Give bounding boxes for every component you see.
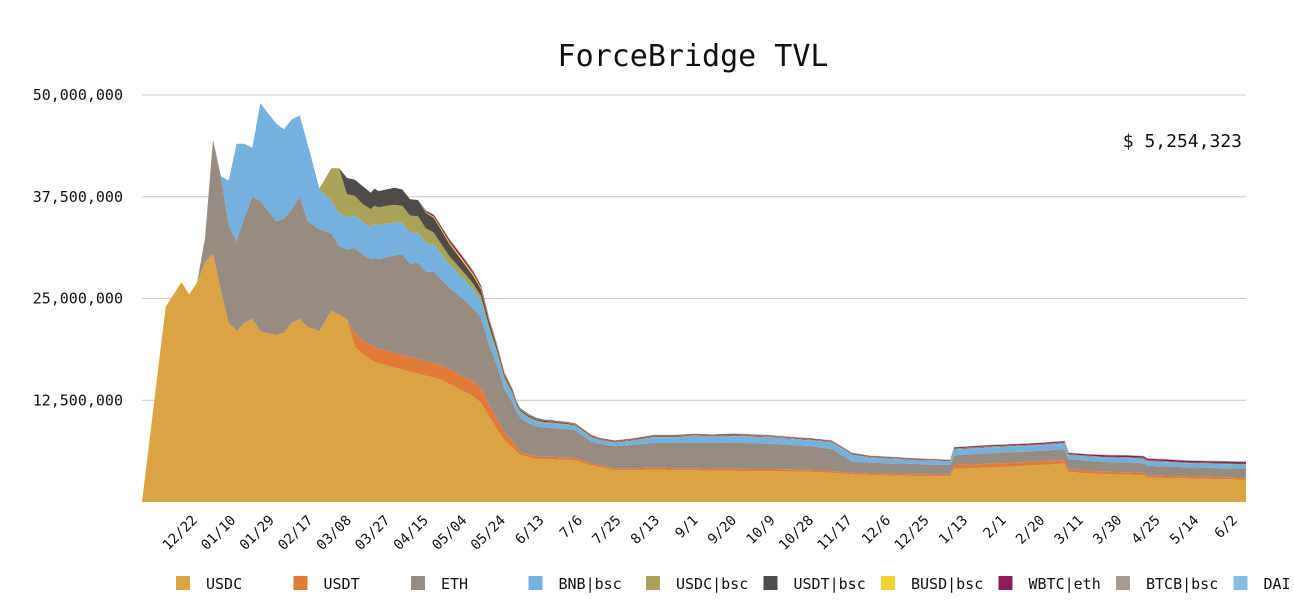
series-area-bnb-bsc	[142, 103, 1246, 502]
x-tick-label: 8/13	[628, 512, 663, 547]
legend-swatch	[411, 576, 425, 590]
y-tick-label: 37,500,000	[33, 188, 123, 206]
x-tick-label: 01/10	[198, 513, 239, 554]
x-tick-label: 9/20	[705, 513, 740, 548]
legend-item: USDC	[176, 575, 242, 593]
legend-label: BNB|bsc	[559, 575, 622, 593]
legend-item: DAI|eth	[1233, 575, 1294, 593]
legend-item: USDT|bsc	[763, 575, 866, 593]
x-tick-label: 10/28	[776, 513, 817, 554]
series-area-usdc	[142, 253, 1246, 502]
legend-swatch	[646, 576, 660, 590]
legend: USDC USDT ETH BNB|bsc USDC|bsc USDT|bsc BUSD|b…	[176, 575, 1294, 593]
legend-label: DAI|eth	[1264, 575, 1294, 593]
x-tick-label: 9/1	[672, 512, 701, 541]
legend-item: USDC|bsc	[646, 575, 748, 593]
x-tick-label: 04/15	[391, 513, 432, 554]
y-tick-label: 12,500,000	[33, 391, 123, 409]
legend-label: ETH	[441, 575, 468, 593]
series-area-eth	[142, 139, 1246, 503]
legend-swatch	[528, 576, 543, 590]
legend-item: BTCB|bsc	[1116, 575, 1218, 593]
y-tick-label: 50,000,000	[33, 86, 123, 104]
x-tick-label: 3/11	[1052, 512, 1087, 547]
x-tick-label: 2/1	[981, 513, 1010, 542]
legend-swatch	[881, 576, 895, 590]
legend-label: USDC	[206, 575, 242, 593]
x-tick-label: 01/29	[237, 512, 278, 553]
legend-item: WBTC|eth	[998, 575, 1101, 593]
x-tick-label: 03/08	[314, 513, 355, 554]
y-axis-labels: 12,500,000 25,000,000 37,500,000 50,000,000	[33, 86, 123, 409]
x-tick-label: 6/2	[1212, 513, 1241, 542]
series-area-usdt-bsc	[142, 103, 1246, 502]
x-tick-label: 5/14	[1167, 513, 1202, 548]
x-tick-label: 12/22	[160, 513, 201, 554]
legend-label: USDT	[324, 575, 360, 593]
legend-label: USDC|bsc	[676, 575, 748, 593]
legend-label: BTCB|bsc	[1146, 575, 1218, 593]
legend-swatch	[763, 576, 778, 590]
legend-item: USDT	[293, 575, 360, 593]
legend-label: BUSD|bsc	[911, 575, 983, 593]
stacked-areas	[142, 103, 1246, 503]
x-tick-label: 05/24	[468, 512, 509, 553]
x-tick-label: 7/25	[589, 513, 624, 548]
x-tick-label: 05/04	[429, 512, 470, 553]
x-tick-label: 03/27	[352, 513, 393, 554]
y-tick-label: 25,000,000	[33, 290, 123, 308]
legend-label: USDT|bsc	[794, 575, 866, 593]
legend-swatch	[1116, 576, 1130, 590]
legend-label: WBTC|eth	[1029, 575, 1101, 593]
x-tick-label: 02/17	[275, 513, 316, 554]
total-tvl-label: $ 5,254,323	[1123, 131, 1242, 152]
legend-swatch	[1233, 576, 1248, 590]
x-tick-label: 4/25	[1129, 513, 1164, 548]
legend-swatch	[293, 576, 308, 590]
legend-item: BUSD|bsc	[881, 575, 983, 593]
legend-swatch	[176, 576, 190, 590]
chart-title: ForceBridge TVL	[558, 39, 829, 74]
x-tick-label: 12/6	[859, 512, 894, 547]
x-tick-label: 2/20	[1013, 513, 1048, 548]
legend-item: ETH	[411, 575, 468, 593]
x-tick-label: 1/13	[936, 513, 971, 548]
x-tick-label: 6/13	[512, 513, 547, 548]
x-tick-label: 11/17	[815, 513, 856, 554]
x-tick-label: 3/30	[1090, 512, 1125, 547]
legend-item: BNB|bsc	[528, 575, 622, 593]
x-tick-label: 7/6	[557, 513, 586, 542]
x-tick-label: 12/25	[892, 513, 933, 554]
legend-swatch	[998, 576, 1013, 590]
x-axis-labels: 12/2201/1001/2902/1703/0803/2704/1505/04…	[160, 512, 1241, 553]
x-tick-label: 10/9	[743, 513, 778, 548]
